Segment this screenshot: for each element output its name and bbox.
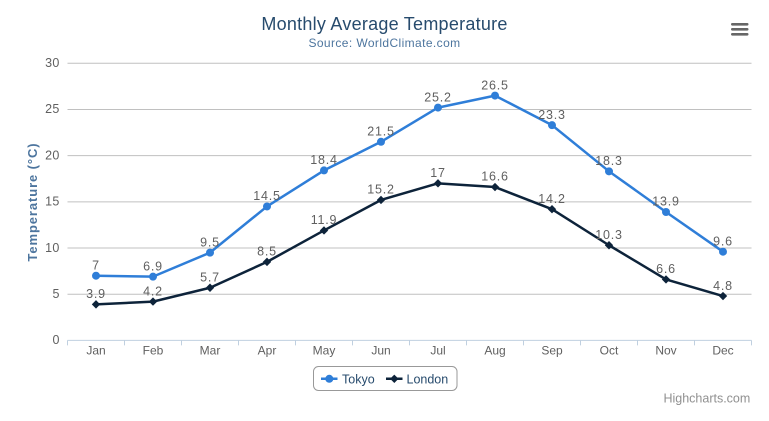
svg-text:May: May — [313, 343, 336, 357]
svg-text:14.2: 14.2 — [538, 192, 566, 206]
svg-text:Aug: Aug — [484, 343, 505, 357]
svg-text:Sep: Sep — [541, 343, 563, 357]
svg-text:10: 10 — [45, 241, 60, 255]
svg-text:5: 5 — [52, 287, 59, 301]
svg-text:6.9: 6.9 — [143, 259, 163, 273]
svg-text:8.5: 8.5 — [257, 245, 277, 259]
svg-text:6.6: 6.6 — [656, 262, 676, 276]
svg-text:Jan: Jan — [86, 343, 105, 357]
svg-text:21.5: 21.5 — [367, 124, 395, 138]
svg-text:25: 25 — [45, 102, 60, 116]
svg-text:Temperature (°C): Temperature (°C) — [25, 142, 40, 261]
svg-text:18.3: 18.3 — [595, 154, 623, 168]
svg-text:Dec: Dec — [712, 343, 733, 357]
svg-text:10.3: 10.3 — [595, 228, 623, 242]
svg-text:Source: WorldClimate.com: Source: WorldClimate.com — [308, 36, 460, 50]
svg-text:16.6: 16.6 — [481, 170, 509, 184]
svg-text:0: 0 — [52, 333, 59, 347]
svg-text:15.2: 15.2 — [367, 183, 395, 197]
svg-text:7: 7 — [92, 258, 100, 272]
svg-text:13.9: 13.9 — [652, 195, 680, 209]
svg-text:London: London — [407, 372, 449, 386]
svg-text:Feb: Feb — [143, 343, 164, 357]
svg-text:9.5: 9.5 — [200, 235, 220, 249]
svg-text:3.9: 3.9 — [86, 287, 106, 301]
svg-text:Oct: Oct — [600, 343, 619, 357]
svg-text:Apr: Apr — [258, 343, 277, 357]
svg-text:17: 17 — [430, 166, 446, 180]
svg-text:25.2: 25.2 — [424, 90, 452, 104]
svg-text:Nov: Nov — [655, 343, 676, 357]
svg-text:Jun: Jun — [371, 343, 390, 357]
svg-text:Mar: Mar — [200, 343, 221, 357]
svg-text:Jul: Jul — [430, 343, 445, 357]
svg-text:4.8: 4.8 — [713, 279, 733, 293]
svg-text:30: 30 — [45, 56, 60, 70]
svg-text:26.5: 26.5 — [481, 78, 509, 92]
svg-text:Highcharts.com: Highcharts.com — [663, 392, 750, 406]
svg-text:Monthly Average Temperature: Monthly Average Temperature — [261, 14, 507, 34]
svg-text:18.4: 18.4 — [310, 153, 338, 167]
svg-text:14.5: 14.5 — [253, 189, 281, 203]
svg-text:20: 20 — [45, 148, 60, 162]
svg-text:Tokyo: Tokyo — [342, 372, 375, 386]
svg-text:23.3: 23.3 — [538, 108, 566, 122]
svg-text:4.2: 4.2 — [143, 284, 163, 298]
svg-text:15: 15 — [45, 195, 60, 209]
svg-text:9.6: 9.6 — [713, 234, 733, 248]
svg-text:5.7: 5.7 — [200, 270, 220, 284]
svg-text:11.9: 11.9 — [311, 213, 338, 227]
